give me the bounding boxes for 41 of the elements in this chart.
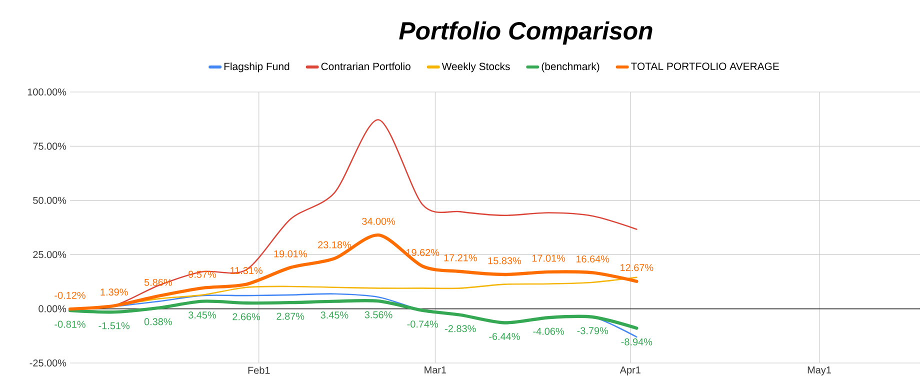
data-label: 1.39% xyxy=(100,288,128,296)
x-tick-label: Feb1 xyxy=(248,366,270,374)
y-tick-label: 100.00% xyxy=(28,88,66,96)
data-label: -2.83% xyxy=(445,325,476,332)
data-label: -6.44% xyxy=(489,332,520,340)
y-tick-label: 25.00% xyxy=(33,251,66,258)
data-label: 0.38% xyxy=(144,318,172,326)
data-label: 15.83% xyxy=(488,257,521,264)
data-label: -8.94% xyxy=(621,338,652,346)
data-label: 12.67% xyxy=(620,264,654,272)
data-label: 2.66% xyxy=(232,313,260,320)
data-label: -1.51% xyxy=(98,322,130,330)
data-label: 23.18% xyxy=(318,241,351,248)
data-label: 16.64% xyxy=(576,255,610,263)
y-tick-label: -25.00% xyxy=(30,359,66,367)
y-tick-label: 75.00% xyxy=(33,142,66,150)
data-label: -0.12% xyxy=(54,292,86,299)
data-label: 17.01% xyxy=(532,254,566,262)
data-label: 3.56% xyxy=(364,311,392,318)
data-label: -4.06% xyxy=(533,328,564,335)
data-label: 3.45% xyxy=(188,312,216,319)
data-label: -0.74% xyxy=(407,320,438,328)
data-label: 9.57% xyxy=(188,270,216,278)
legend-label: (benchmark) xyxy=(542,62,600,72)
y-tick-label: 0.00% xyxy=(38,305,66,312)
data-label: -3.79% xyxy=(577,327,608,334)
data-label: 17.21% xyxy=(444,254,477,262)
x-tick-label: Apr1 xyxy=(620,366,640,376)
x-tick-label: May1 xyxy=(808,366,831,376)
y-tick-label: 50.00% xyxy=(33,196,66,204)
data-label: -0.81% xyxy=(54,320,86,328)
legend-label: Weekly Stocks xyxy=(442,62,510,72)
data-label: 3.45% xyxy=(320,312,348,319)
legend-label: Flagship Fund xyxy=(224,62,290,72)
legend-label: TOTAL PORTFOLIO AVERAGE xyxy=(631,62,779,70)
legend-label: Contrarian Portfolio xyxy=(321,62,410,70)
x-tick-label: Mar1 xyxy=(424,366,446,374)
data-label: 19.01% xyxy=(274,250,307,258)
data-label: 2.87% xyxy=(276,312,304,320)
data-label: 34.00% xyxy=(362,218,396,225)
chart-title: Portfolio Comparison xyxy=(399,21,652,45)
